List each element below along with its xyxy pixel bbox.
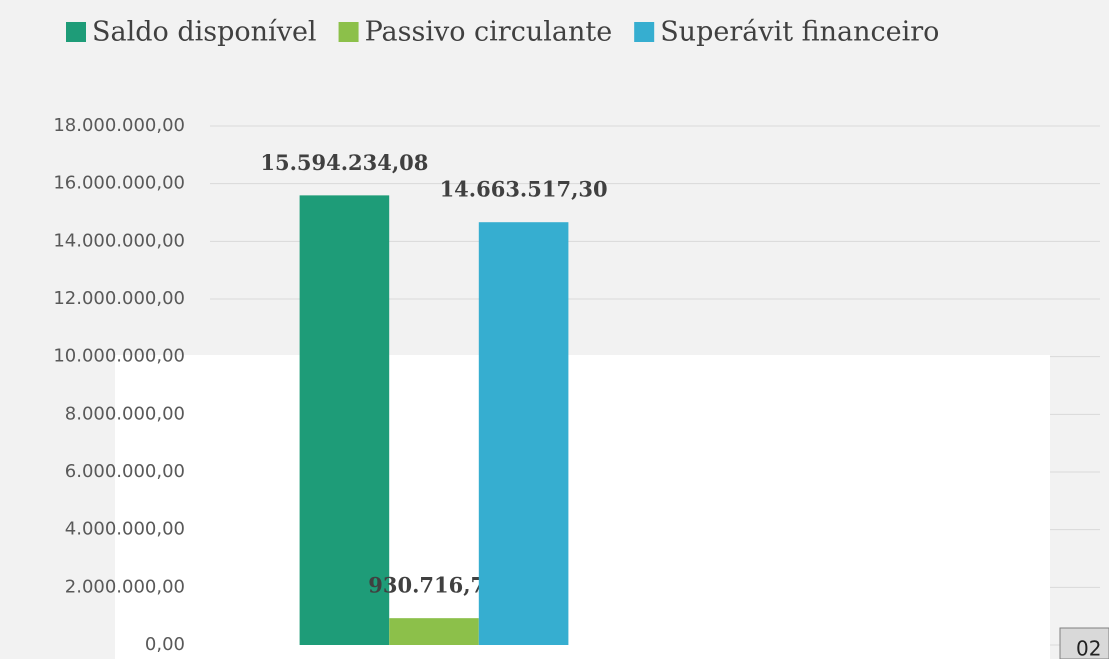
y-tick-label: 6.000.000,00	[65, 461, 185, 482]
bar	[389, 618, 479, 645]
bar	[299, 195, 390, 645]
y-tick-label: 4.000.000,00	[65, 519, 185, 540]
value-label: 930.716,78	[368, 573, 500, 598]
y-tick-label: 18.000.000,00	[53, 115, 185, 136]
legend-label: Passivo circulante	[365, 17, 613, 48]
y-tick-label: 16.000.000,00	[53, 173, 185, 194]
legend-label: Superávit financeiro	[660, 17, 939, 48]
legend-label: Saldo disponível	[92, 17, 317, 48]
legend-swatch	[634, 22, 655, 42]
annotation: 02	[1076, 637, 1101, 659]
bar	[478, 222, 569, 646]
legend-swatch	[66, 22, 86, 42]
y-tick-label: 8.000.000,00	[65, 403, 185, 424]
legend-swatch	[338, 22, 359, 42]
value-label: 15.594.234,08	[260, 150, 428, 175]
y-tick-label: 10.000.000,00	[53, 346, 185, 367]
y-tick-label: 0,00	[145, 634, 185, 655]
y-tick-label: 14.000.000,00	[53, 230, 185, 251]
y-tick-label: 12.000.000,00	[53, 288, 185, 309]
overlay-box	[1059, 627, 1109, 659]
y-tick-label: 2.000.000,00	[65, 576, 185, 597]
value-label: 14.663.517,30	[440, 177, 608, 202]
overlay-panel	[115, 355, 1050, 659]
